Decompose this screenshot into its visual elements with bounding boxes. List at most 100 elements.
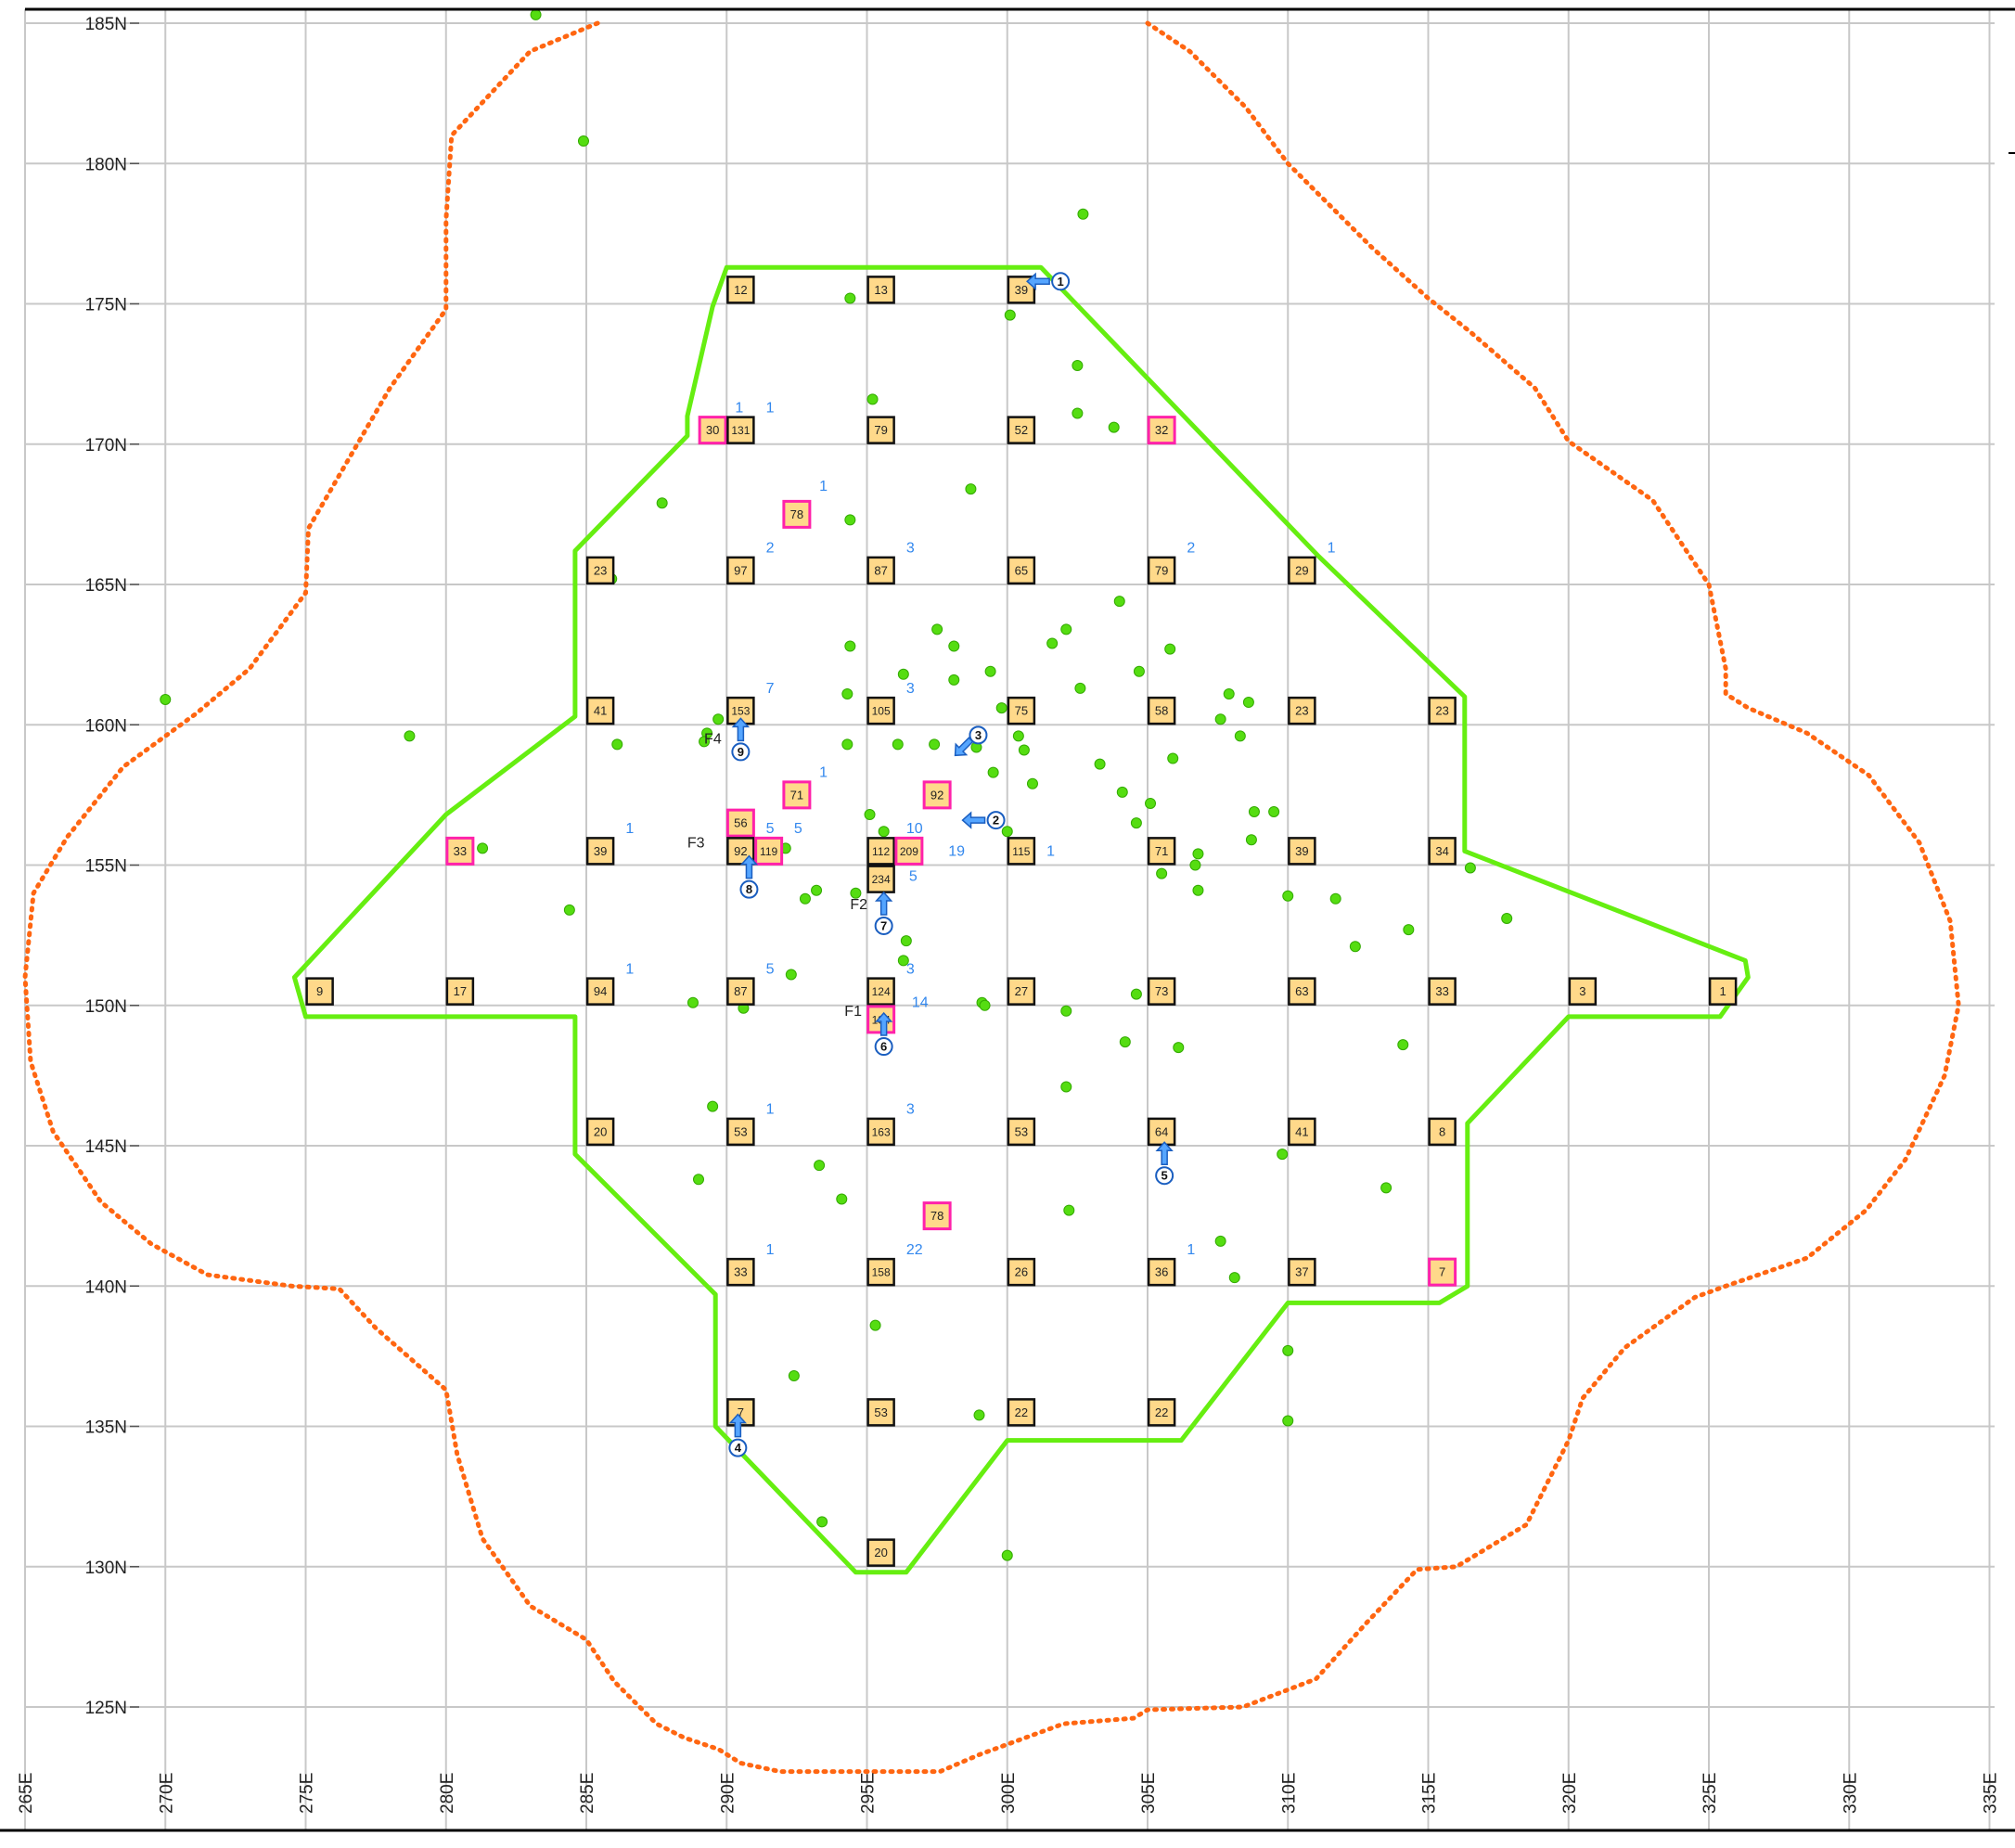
grid-cell-box: 79 [1147,556,1176,585]
point-marker [1072,360,1084,372]
arrow-icon [874,1011,893,1036]
arrow-number-circle [1051,272,1071,291]
point-marker [1018,744,1030,756]
latitude-label: 125N [85,1699,127,1718]
grid-cell-count: 29 [1295,563,1308,577]
point-marker [1156,867,1168,879]
grid-cell-count: 41 [1295,1124,1308,1138]
latitude-label: 180N [85,155,127,174]
grid-cell-box: 115 [1007,837,1036,866]
grid-cell-box-frame [1288,837,1316,866]
grid-cell-count: 33 [1435,984,1448,998]
point-marker [1214,713,1226,725]
point-marker [1004,309,1016,321]
latitude-labels: 185N 180N 175N 170N 165N 160N 155N 150N 145N 140N… [85,15,139,1718]
point-marker [1282,1415,1294,1427]
point-marker [1192,884,1204,896]
grid-cell-count: 39 [1015,283,1028,297]
grid-cell-box: 94 [585,977,615,1006]
grid-cell-box: 3 [1568,977,1598,1006]
arrow-number: 5 [1162,1169,1168,1183]
latitude-label: 150N [85,997,127,1017]
point-marker [1245,834,1257,846]
grid-cell-count: 26 [1015,1265,1028,1279]
grid-cell-count: 158 [872,1266,891,1279]
arrow-number: 6 [880,1040,887,1054]
latitude-label: 175N [85,296,127,315]
point-marker [836,1193,848,1205]
grid-cell-box-frame [866,977,895,1006]
grid-cell-box-frame [1288,1257,1316,1287]
grid-cell-box: 34 [1428,837,1457,866]
point-marker [995,702,1008,714]
blue-count-label: 1 [766,1102,775,1118]
point-marker [948,674,960,686]
latitude-label: 140N [85,1277,127,1297]
grid-cell-box-frame [922,780,952,810]
point-marker [563,904,575,916]
grid-cell-count: 75 [1015,704,1028,718]
longitude-label: 315E [1420,1773,1440,1814]
grid-cell-count: 87 [874,563,887,577]
point-marker [1060,1005,1072,1017]
grid-cell-count: 79 [874,423,887,437]
grid-cell-box: 124 [866,977,895,1006]
latitude-label: 160N [85,716,127,736]
grid-cell-box-frame [445,836,475,866]
inner-boundary [291,264,1751,1575]
point-marker [707,1100,719,1112]
grid-cell-box: 23 [1288,696,1316,725]
blue-count-label: 1 [1328,541,1336,557]
point-marker [1001,1549,1013,1561]
grid-cell-box-frame [1288,556,1316,585]
grid-cell-count: 32 [1155,423,1168,437]
grid-cell-box: 41 [1288,1117,1316,1147]
grid-cell-box-frame [726,556,755,585]
point-marker [1214,1235,1226,1247]
arrow-icon [731,717,751,742]
grid-cell-box-frame [1007,556,1036,585]
blue-count-label: 3 [906,541,915,557]
point-marker [712,713,725,725]
grid-cell-box: 87 [726,977,755,1006]
grid-cell-count: 163 [872,1125,891,1138]
latitude-label: 170N [85,436,127,456]
grid-cell-count: 92 [734,844,747,858]
point-marker [1074,682,1086,694]
point-marker [841,738,853,751]
point-marker [1189,859,1201,871]
direction-arrow: 2 [961,811,1006,830]
point-marker [1145,797,1157,809]
direction-arrow: 6 [874,1011,893,1057]
grid-cell-count: 53 [874,1405,887,1419]
latitude-label: 135N [85,1418,127,1438]
grid-cell-box: 26 [1007,1257,1036,1287]
grid-cell-box-frame [866,1398,895,1427]
grid-cell-count: 58 [1155,704,1168,718]
grid-cell-box: 119 [754,836,784,866]
point-marker [1119,1036,1131,1048]
point-marker [1113,596,1125,608]
blue-count-label: 5 [794,821,802,837]
grid-cell-box-frame [726,1257,755,1287]
arrow-icon [961,811,986,829]
grid-cell-box: 9 [305,977,334,1006]
arrow-icon [728,1413,748,1438]
grid-cell-box: 53 [726,1117,755,1147]
grid-cell-box: 22 [1007,1398,1036,1427]
grid-cell-box: 158 [866,1257,895,1287]
grid-cell-box-frame [1007,416,1036,444]
grid-cell-box-frame [1007,1117,1036,1147]
grid-cell-box-frame [1007,1257,1036,1287]
point-marker [844,514,856,526]
grid-cell-box-frame [866,1257,895,1287]
point-marker [897,955,909,967]
point-marker [987,766,999,778]
grid-cell-count: 71 [1155,844,1168,858]
blue-count-label: 10 [906,821,923,837]
direction-arrow: 1 [1025,272,1071,291]
point-marker [1094,758,1106,770]
blue-count-label: 3 [906,961,915,977]
grid-cell-count: 12 [734,283,747,297]
grid-cell-count: 92 [930,788,943,802]
